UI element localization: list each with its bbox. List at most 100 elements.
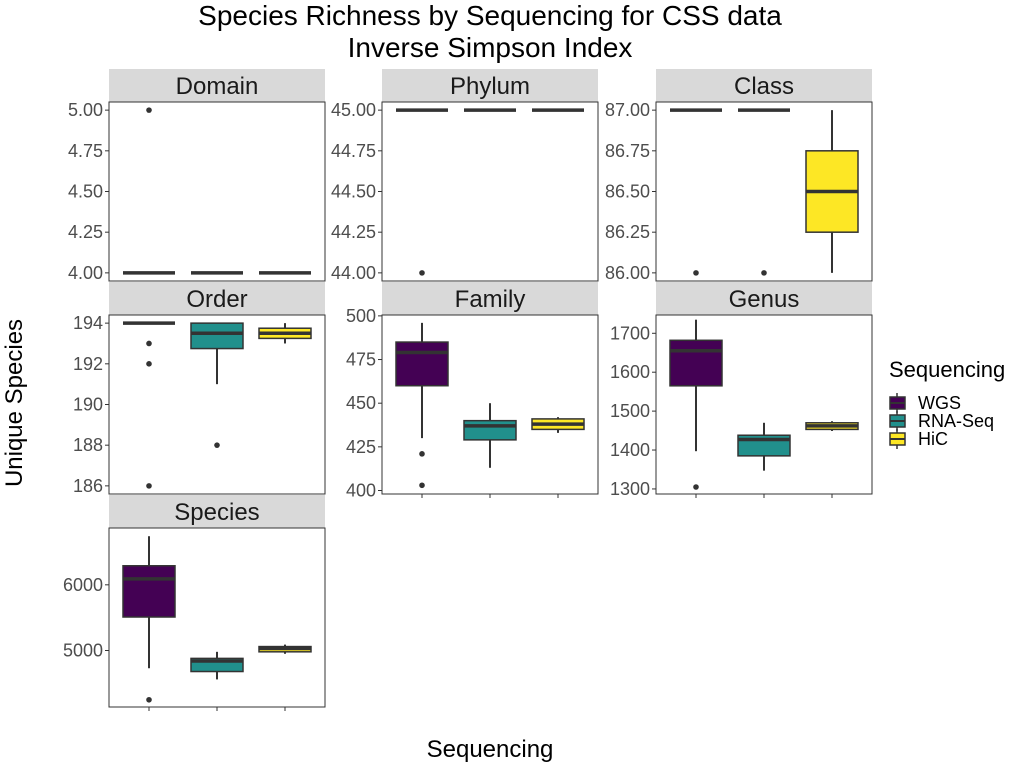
box-body bbox=[463, 419, 517, 441]
outlier-point bbox=[419, 270, 425, 276]
box-wgs bbox=[395, 322, 449, 489]
facet-strip-label: Species bbox=[174, 499, 259, 526]
legend-title: Sequencing bbox=[889, 357, 1005, 382]
legend-item-wgs: WGS bbox=[889, 393, 961, 413]
outlier-point bbox=[146, 696, 152, 703]
y-tick-label: 1700 bbox=[610, 323, 650, 343]
facet-panels: Domain 4.00 4.25 4.50 4.75 5.00 Phylum 44.00 44.… bbox=[63, 69, 873, 711]
legend-item-hic: HiC bbox=[889, 429, 948, 449]
box-wgs bbox=[123, 107, 175, 275]
box-rna-seq bbox=[738, 108, 790, 276]
box-hic bbox=[258, 323, 312, 344]
y-tick-label: 4.00 bbox=[68, 263, 103, 283]
outlier-point bbox=[693, 270, 699, 276]
outlier-point bbox=[214, 442, 220, 448]
outlier-point bbox=[419, 482, 425, 489]
facet-strip bbox=[382, 69, 598, 102]
y-tick-label: 425 bbox=[346, 437, 376, 457]
outlier-point bbox=[146, 483, 152, 489]
facet-strip bbox=[109, 69, 325, 102]
box-hic bbox=[805, 110, 859, 273]
y-tick-label: 44.00 bbox=[331, 263, 376, 283]
y-tick-label: 86.75 bbox=[605, 141, 650, 161]
chart-subtitle: Inverse Simpson Index bbox=[348, 32, 633, 63]
facet-strip-label: Genus bbox=[729, 286, 800, 313]
y-tick-label: 5000 bbox=[63, 641, 103, 661]
y-tick-label: 87.00 bbox=[605, 100, 650, 120]
y-tick-label: 1300 bbox=[610, 479, 650, 499]
box-body bbox=[395, 341, 449, 387]
box-body bbox=[669, 339, 723, 387]
facet-strip bbox=[109, 495, 325, 528]
box-hic bbox=[805, 421, 859, 431]
box-rna-seq bbox=[190, 651, 244, 680]
x-axis-title: Sequencing bbox=[427, 736, 554, 763]
y-tick-label: 4.75 bbox=[68, 141, 103, 161]
y-tick-label: 500 bbox=[346, 306, 376, 326]
y-tick-label: 1600 bbox=[610, 362, 650, 382]
panel-border bbox=[108, 101, 326, 282]
y-tick-label: 4.25 bbox=[68, 222, 103, 242]
box-body bbox=[190, 322, 244, 350]
facet-panel-family: Family 400 425 450 475 500 bbox=[346, 282, 599, 501]
facet-strip-label: Phylum bbox=[450, 73, 530, 100]
facet-strip bbox=[656, 282, 872, 315]
facet-strip-label: Order bbox=[186, 286, 247, 313]
y-tick-label: 86.00 bbox=[605, 263, 650, 283]
y-tick-label: 192 bbox=[73, 354, 103, 374]
y-tick-label: 4.50 bbox=[68, 182, 103, 202]
legend-label: RNA-Seq bbox=[918, 411, 994, 431]
y-tick-label: 186 bbox=[73, 476, 103, 496]
box-hic bbox=[258, 644, 312, 654]
y-tick-label: 45.00 bbox=[331, 100, 376, 120]
y-tick-label: 86.50 bbox=[605, 182, 650, 202]
box-hic bbox=[531, 417, 585, 433]
y-tick-label: 190 bbox=[73, 395, 103, 415]
box-rna-seq bbox=[737, 422, 791, 471]
facet-strip bbox=[382, 282, 598, 315]
facet-strip-label: Family bbox=[455, 286, 526, 313]
facet-strip bbox=[656, 69, 872, 102]
box-rna-seq bbox=[463, 403, 517, 468]
outlier-point bbox=[419, 451, 425, 457]
y-axis-title: Unique Species bbox=[1, 319, 28, 487]
outlier-point bbox=[146, 340, 152, 347]
y-tick-label: 6000 bbox=[63, 575, 103, 595]
y-tick-label: 44.25 bbox=[331, 222, 376, 242]
box-wgs bbox=[122, 536, 176, 703]
y-tick-label: 1500 bbox=[610, 401, 650, 421]
outlier-point bbox=[146, 361, 152, 367]
y-tick-label: 1400 bbox=[610, 440, 650, 460]
facet-panel-genus: Genus 1300 1400 1500 1600 1700 bbox=[610, 282, 873, 499]
facet-panel-phylum: Phylum 44.00 44.25 44.50 44.75 45.00 bbox=[331, 69, 599, 283]
y-tick-label: 400 bbox=[346, 481, 376, 501]
facet-panel-order: Order 186 188 190 192 194 bbox=[73, 282, 326, 496]
box-rna-seq bbox=[190, 322, 244, 448]
box-wgs bbox=[669, 319, 723, 490]
y-tick-label: 475 bbox=[346, 350, 376, 370]
facet-panel-domain: Domain 4.00 4.25 4.50 4.75 5.00 bbox=[68, 69, 326, 283]
outlier-point bbox=[761, 270, 767, 276]
box-wgs bbox=[396, 108, 448, 276]
y-tick-label: 86.25 bbox=[605, 222, 650, 242]
legend-label: HiC bbox=[918, 429, 948, 449]
facet-panel-species: Species 5000 6000 bbox=[63, 495, 326, 711]
y-tick-label: 188 bbox=[73, 435, 103, 455]
box-wgs bbox=[123, 321, 175, 489]
y-tick-label: 5.00 bbox=[68, 100, 103, 120]
facet-strip bbox=[109, 282, 325, 315]
chart-title: Species Richness by Sequencing for CSS d… bbox=[198, 0, 782, 31]
facet-strip-label: Class bbox=[734, 73, 794, 100]
facet-strip-label: Domain bbox=[176, 73, 259, 100]
legend-label: WGS bbox=[918, 393, 961, 413]
outlier-point bbox=[693, 484, 699, 490]
y-tick-label: 44.50 bbox=[331, 182, 376, 202]
panel-border bbox=[381, 101, 599, 282]
outlier-point bbox=[146, 107, 152, 113]
y-tick-label: 194 bbox=[73, 313, 103, 333]
y-tick-label: 44.75 bbox=[331, 141, 376, 161]
legend-item-rna-seq: RNA-Seq bbox=[889, 411, 994, 431]
box-body bbox=[122, 565, 176, 618]
